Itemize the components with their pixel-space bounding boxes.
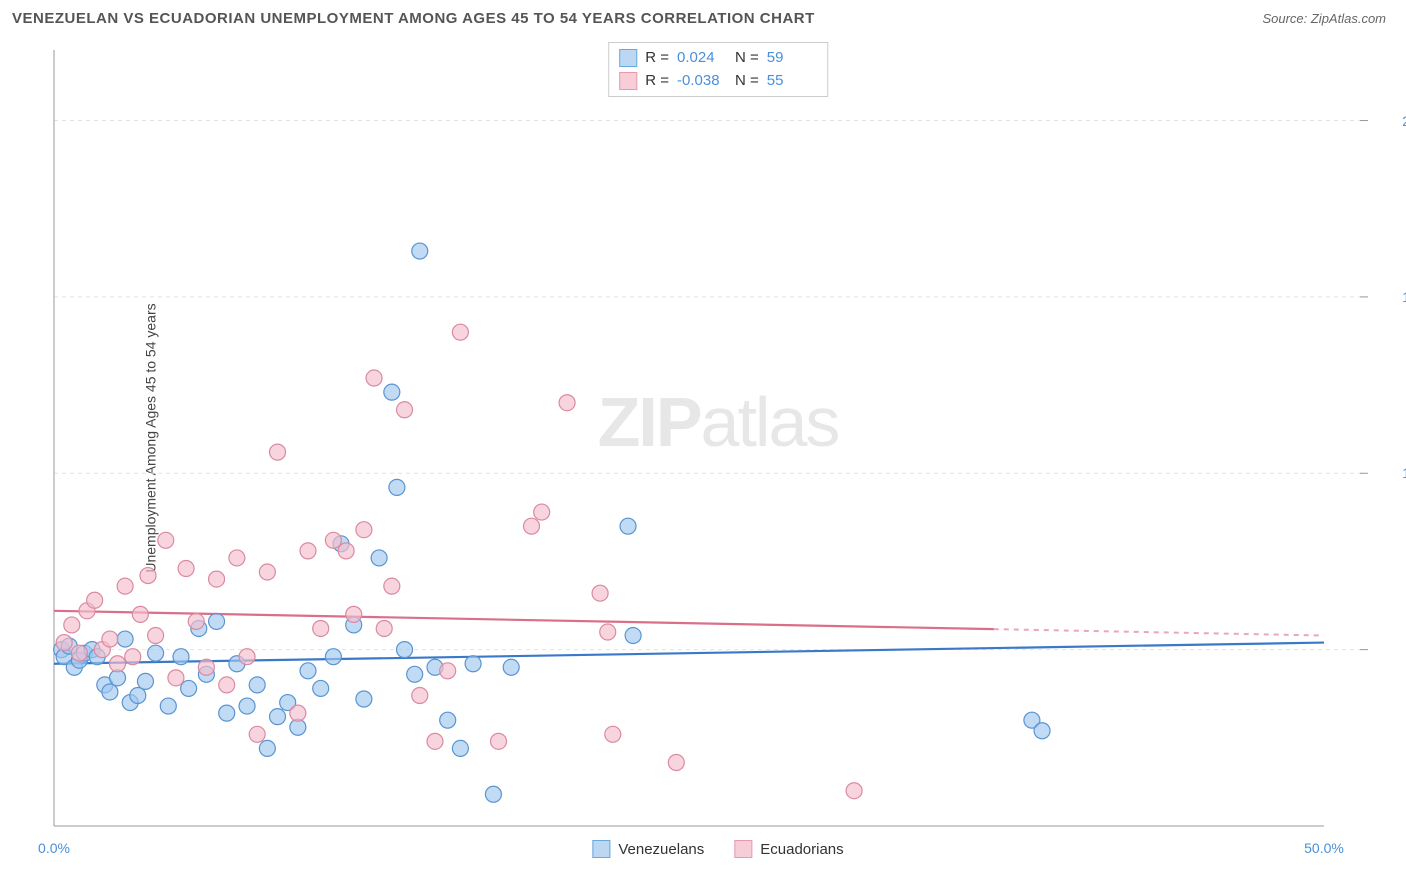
r-label: R = [645, 47, 669, 70]
legend-label: Ecuadorians [760, 841, 843, 858]
series-swatch [592, 840, 610, 858]
scatter-plot [50, 42, 1386, 834]
y-tick-label: 20.0% [1402, 113, 1406, 129]
series-swatch [619, 49, 637, 67]
x-tick-label: 50.0% [1304, 840, 1344, 856]
chart-title: VENEZUELAN VS ECUADORIAN UNEMPLOYMENT AM… [12, 10, 815, 27]
n-label: N = [735, 47, 759, 70]
x-tick-label: 0.0% [38, 840, 70, 856]
stat-row: R = -0.038 N = 55 [619, 70, 817, 93]
r-value: -0.038 [677, 70, 727, 93]
source-label: Source: ZipAtlas.com [1262, 11, 1386, 26]
stats-box: R = 0.024 N = 59 R = -0.038 N = 55 [608, 42, 828, 97]
r-value: 0.024 [677, 47, 727, 70]
legend-item: Ecuadorians [734, 840, 843, 858]
legend-label: Venezuelans [618, 841, 704, 858]
legend-item: Venezuelans [592, 840, 704, 858]
stat-row: R = 0.024 N = 59 [619, 47, 817, 70]
series-swatch [619, 72, 637, 90]
n-label: N = [735, 70, 759, 93]
series-legend: Venezuelans Ecuadorians [592, 840, 843, 858]
series-swatch [734, 840, 752, 858]
y-tick-label: 15.0% [1402, 289, 1406, 305]
r-label: R = [645, 70, 669, 93]
n-value: 55 [767, 70, 817, 93]
n-value: 59 [767, 47, 817, 70]
y-tick-label: 10.0% [1402, 465, 1406, 481]
chart-area: Unemployment Among Ages 45 to 54 years Z… [50, 42, 1386, 834]
